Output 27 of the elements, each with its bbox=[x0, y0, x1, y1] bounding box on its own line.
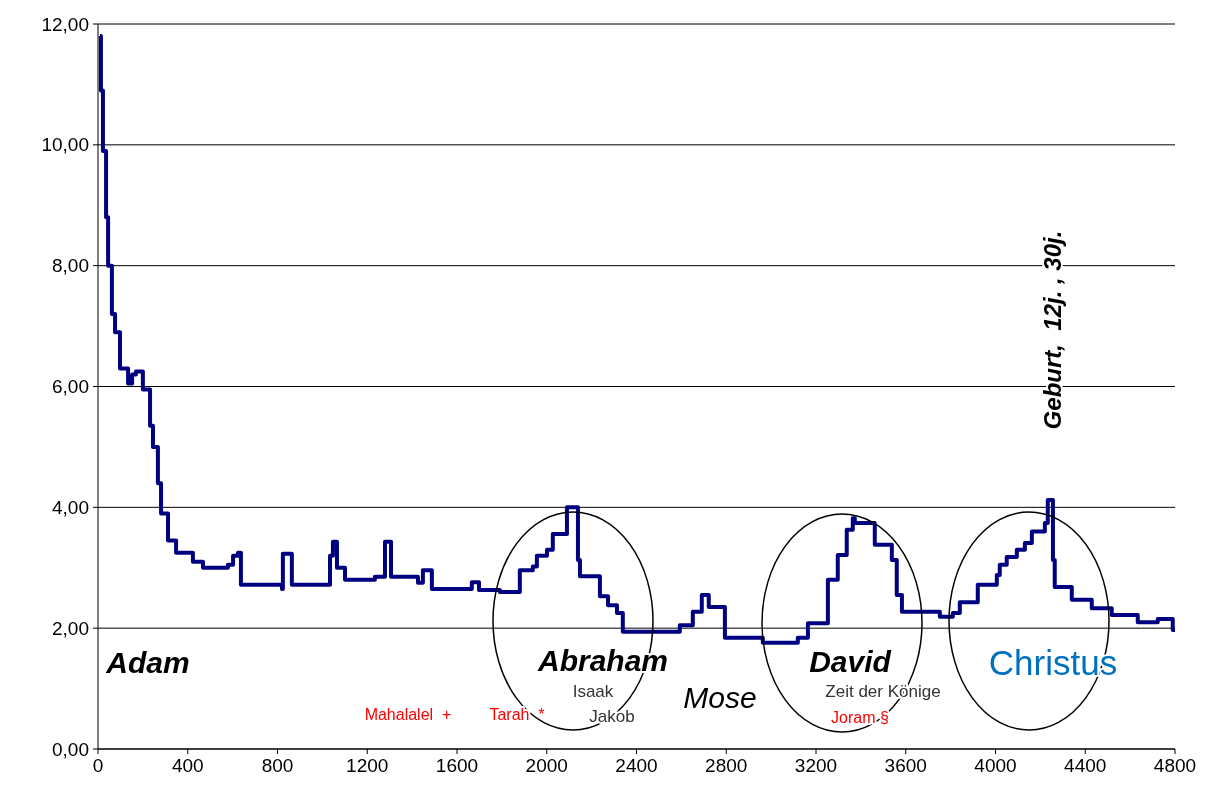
annotation: David bbox=[809, 644, 892, 678]
annotation: Adam bbox=[105, 645, 190, 679]
annotation: Mahalalel + bbox=[364, 705, 452, 723]
x-tick-label: 4400 bbox=[1064, 755, 1107, 776]
x-tick-label: 2800 bbox=[705, 755, 748, 776]
y-tick-label: 6,00 bbox=[52, 376, 89, 397]
y-tick-label: 10,00 bbox=[41, 134, 89, 156]
x-tick-label: 800 bbox=[261, 755, 294, 776]
x-tick-label: 0 bbox=[92, 755, 104, 776]
x-tick-label: 3600 bbox=[884, 755, 927, 776]
annotation: Geburt, 12j. , 30j. bbox=[1038, 230, 1066, 430]
y-tick-label: 0,00 bbox=[52, 738, 89, 760]
y-tick-label: 8,00 bbox=[52, 255, 89, 277]
x-tick-label: 1200 bbox=[346, 755, 389, 776]
x-tick-label: 1600 bbox=[435, 755, 479, 776]
x-tick-label: 3200 bbox=[794, 755, 838, 776]
annotation: Isaak bbox=[572, 681, 614, 701]
annotation: Tarah * bbox=[489, 705, 545, 723]
y-tick-label: 2,00 bbox=[52, 617, 89, 639]
x-tick-label: 4000 bbox=[974, 755, 1017, 776]
x-tick-label: 400 bbox=[171, 755, 204, 776]
x-tick-label: 2400 bbox=[615, 755, 658, 776]
y-tick-label: 12,00 bbox=[41, 13, 89, 35]
x-tick-label: 2000 bbox=[525, 755, 568, 776]
x-tick-label: 4800 bbox=[1153, 755, 1197, 776]
y-tick-label: 4,00 bbox=[52, 496, 89, 518]
annotation: Mose bbox=[683, 680, 757, 714]
